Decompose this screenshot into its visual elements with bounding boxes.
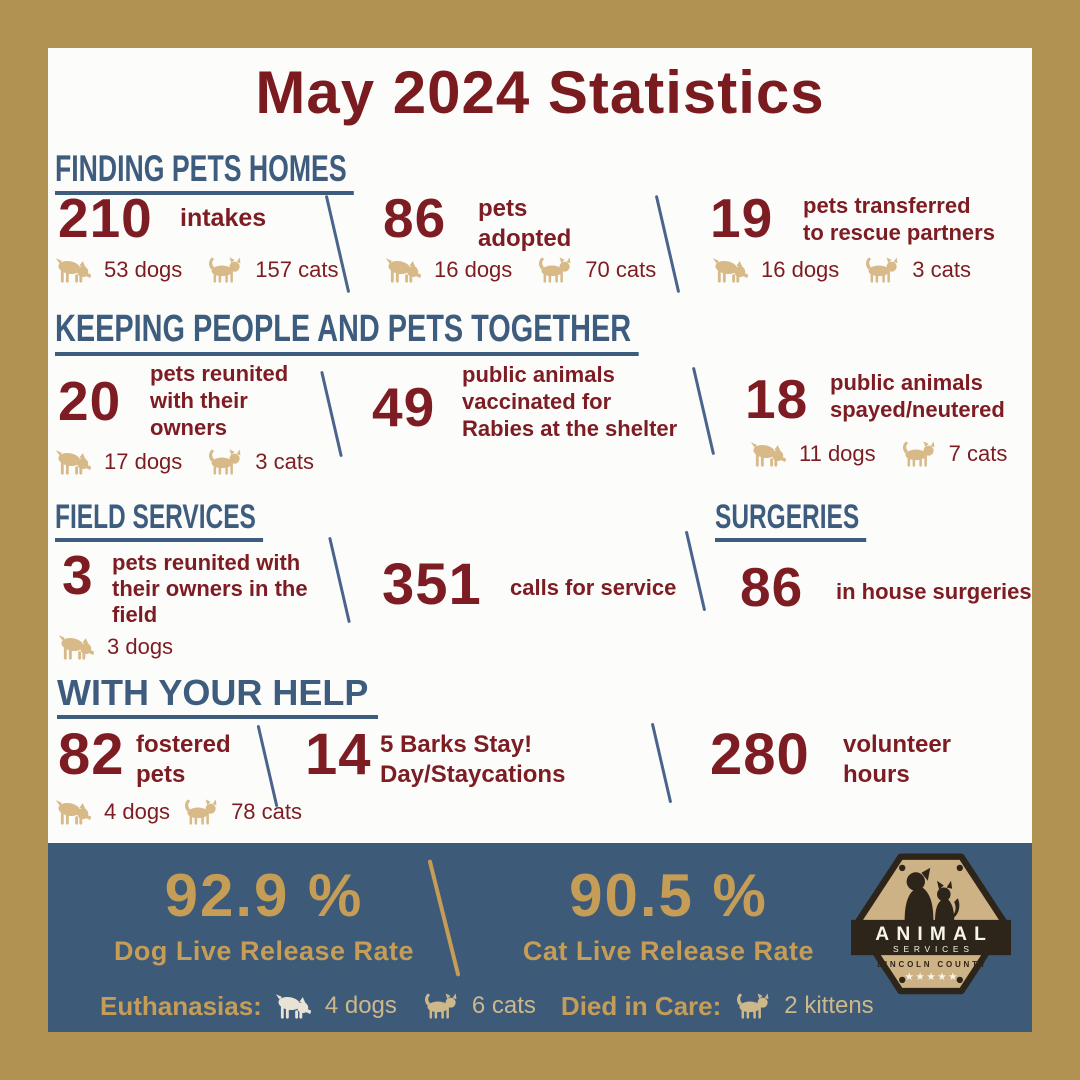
cat-live-release-rate: 90.5 % Cat Live Release Rate bbox=[496, 866, 841, 967]
stat-fostered-value: 82 bbox=[58, 722, 125, 787]
cat-count: 157 cats bbox=[255, 257, 339, 282]
stat-spayed-value: 18 bbox=[745, 368, 809, 430]
euthanasias-dog-count: 4 dogs bbox=[324, 992, 397, 1019]
dog-count: 16 dogs bbox=[434, 257, 513, 282]
stat-transferred-breakdown: 16 dogs 3 cats bbox=[712, 256, 971, 284]
footer-outcomes-row: Euthanasias: 4 dogs 6 cats Died in Care:… bbox=[100, 988, 874, 1024]
stat-staycations-label: 5 Barks Stay! Day/Staycations bbox=[380, 731, 566, 788]
stat-adopted-breakdown: 16 dogs 70 cats bbox=[385, 256, 656, 284]
stat-spayed-label: public animals spayed/neutered bbox=[830, 370, 1005, 422]
section-heading-keeping-together: KEEPING PEOPLE AND PETS TOGETHER bbox=[55, 310, 639, 356]
cat-icon bbox=[182, 798, 219, 826]
stat-reunited-value: 20 bbox=[58, 370, 122, 432]
cat-icon bbox=[900, 440, 937, 468]
cat-count: 3 cats bbox=[255, 449, 314, 474]
cat-icon bbox=[734, 992, 771, 1020]
stat-calls-value: 351 bbox=[382, 552, 482, 617]
stat-calls-label: calls for service bbox=[510, 575, 677, 600]
stat-field-reunited-value: 3 bbox=[62, 544, 94, 606]
content-background bbox=[48, 48, 1032, 843]
stat-volunteer-value: 280 bbox=[710, 722, 810, 787]
cat-icon bbox=[422, 992, 459, 1020]
section-heading-surgeries: SURGERIES bbox=[715, 500, 867, 542]
cat-count: 7 cats bbox=[948, 441, 1008, 466]
dog-icon bbox=[385, 256, 422, 284]
euthanasias-label: Euthanasias: bbox=[100, 990, 262, 1021]
died-in-care-label: Died in Care: bbox=[560, 990, 722, 1021]
dog-icon bbox=[58, 633, 95, 661]
cat-icon bbox=[536, 256, 573, 284]
stat-adopted-value: 86 bbox=[383, 187, 447, 249]
stat-transferred-label: pets transferred to rescue partners bbox=[803, 193, 995, 245]
stat-reunited-breakdown: 17 dogs 3 cats bbox=[55, 448, 314, 476]
dog-icon bbox=[55, 798, 92, 826]
stat-field-reunited-breakdown: 3 dogs bbox=[58, 633, 173, 661]
dog-rate-value: 92.9 % bbox=[164, 862, 364, 929]
dog-icon bbox=[275, 992, 312, 1020]
cat-icon bbox=[206, 256, 243, 284]
died-in-care-count: 2 kittens bbox=[784, 992, 874, 1019]
stat-intakes-label: intakes bbox=[180, 204, 267, 232]
logo-name: ANIMAL bbox=[875, 924, 993, 945]
cat-count: 3 cats bbox=[912, 257, 971, 282]
stat-spayed-breakdown: 11 dogs 7 cats bbox=[750, 440, 1007, 468]
stat-staycations-value: 14 bbox=[305, 722, 372, 787]
logo-cat-icon bbox=[935, 880, 960, 922]
dog-icon bbox=[750, 440, 787, 468]
cat-count: 78 cats bbox=[231, 799, 302, 824]
logo-stars: ★★★★★ bbox=[905, 972, 960, 983]
stat-vaccinated-value: 49 bbox=[372, 376, 436, 438]
cat-count: 70 cats bbox=[585, 257, 657, 282]
section-heading-with-your-help: WITH YOUR HELP bbox=[57, 675, 379, 719]
stat-transferred-value: 19 bbox=[710, 187, 774, 249]
cat-rate-value: 90.5 % bbox=[569, 862, 768, 929]
dog-icon bbox=[55, 448, 92, 476]
stat-volunteer-label: volunteer hours bbox=[843, 731, 952, 788]
dog-icon bbox=[55, 256, 92, 284]
stat-surgeries-label: in house surgeries bbox=[836, 579, 1032, 604]
dog-live-release-rate: 92.9 % Dog Live Release Rate bbox=[94, 866, 434, 967]
logo-rivets bbox=[880, 864, 982, 984]
stat-reunited-label: pets reunited with their owners bbox=[150, 361, 289, 440]
stat-intakes-breakdown: 53 dogs 157 cats bbox=[55, 256, 338, 284]
cat-icon bbox=[863, 256, 900, 284]
euthanasias-cat-count: 6 cats bbox=[471, 992, 536, 1019]
dog-count: 4 dogs bbox=[104, 799, 171, 824]
animal-services-logo: ANIMAL SERVICES LINCOLN COUNTY ★★★★★ bbox=[851, 853, 1011, 995]
logo-name-band bbox=[851, 919, 1011, 956]
stat-field-reunited-label: pets reunited with their owners in the f… bbox=[112, 550, 308, 627]
logo-dog-icon bbox=[904, 867, 934, 922]
stat-intakes-value: 210 bbox=[58, 187, 153, 249]
dog-count: 17 dogs bbox=[104, 449, 183, 474]
cat-icon bbox=[206, 448, 243, 476]
dog-count: 53 dogs bbox=[104, 257, 183, 282]
cat-rate-label: Cat Live Release Rate bbox=[522, 936, 815, 966]
dog-count: 16 dogs bbox=[761, 257, 840, 282]
logo-county: LINCOLN COUNTY bbox=[877, 960, 988, 969]
stat-surgeries-value: 86 bbox=[740, 556, 804, 618]
section-heading-finding-pets-homes: FINDING PETS HOMES bbox=[55, 150, 354, 195]
dog-icon bbox=[712, 256, 749, 284]
stat-fostered-breakdown: 4 dogs 78 cats bbox=[55, 798, 302, 826]
page-title: May 2024 Statistics bbox=[255, 59, 825, 126]
dog-count: 11 dogs bbox=[799, 441, 876, 466]
logo-sub: SERVICES bbox=[893, 944, 974, 954]
stat-fostered-label: fostered pets bbox=[136, 731, 231, 788]
stat-vaccinated-label: public animals vaccinated for Rabies at … bbox=[462, 362, 678, 441]
section-heading-field-services: FIELD SERVICES bbox=[55, 500, 264, 542]
stat-adopted-label: pets adopted bbox=[478, 195, 572, 252]
dog-count: 3 dogs bbox=[107, 634, 174, 659]
dog-rate-label: Dog Live Release Rate bbox=[113, 936, 415, 966]
